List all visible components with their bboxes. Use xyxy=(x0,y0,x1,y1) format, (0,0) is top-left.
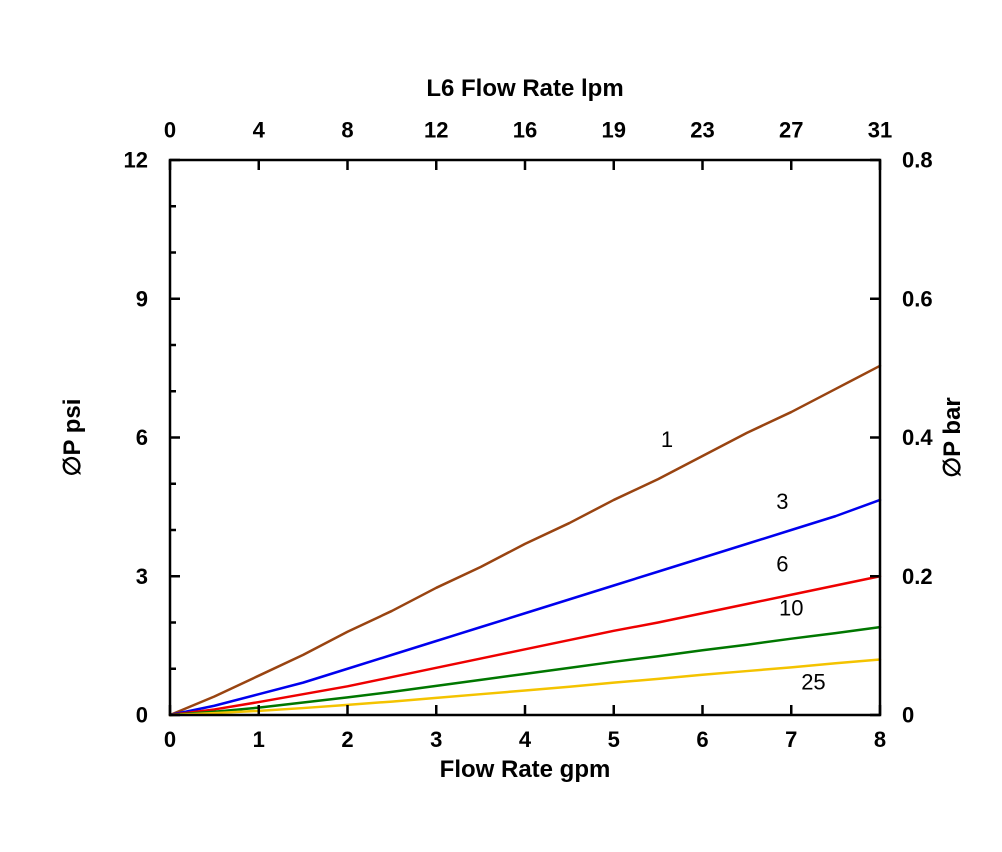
x-top-tick-label: 4 xyxy=(253,118,266,143)
y-right-tick-label: 0.4 xyxy=(902,425,933,450)
y-left-tick-label: 6 xyxy=(136,425,148,450)
y-right-tick-label: 0.2 xyxy=(902,564,933,589)
x-bottom-tick-label: 2 xyxy=(341,727,353,752)
y-left-tick-label: 0 xyxy=(136,703,148,728)
series-label-3: 3 xyxy=(776,489,788,514)
x-top-tick-label: 0 xyxy=(164,118,176,143)
y-left-title: ∅P psi xyxy=(59,399,86,477)
x-bottom-tick-label: 6 xyxy=(696,727,708,752)
x-bottom-title: Flow Rate gpm xyxy=(440,756,611,783)
series-label-10: 10 xyxy=(779,596,803,621)
x-bottom-tick-label: 5 xyxy=(608,727,620,752)
x-bottom-tick-label: 4 xyxy=(519,727,532,752)
x-top-tick-label: 19 xyxy=(602,118,626,143)
y-right-title: ∅P bar xyxy=(939,397,966,478)
x-bottom-tick-label: 3 xyxy=(430,727,442,752)
y-right-tick-label: 0.8 xyxy=(902,148,933,173)
y-right-tick-label: 0 xyxy=(902,703,914,728)
x-bottom-tick-label: 0 xyxy=(164,727,176,752)
x-top-title: L6 Flow Rate lpm xyxy=(426,75,623,102)
x-top-tick-label: 27 xyxy=(779,118,803,143)
y-right-tick-label: 0.6 xyxy=(902,286,933,311)
series-label-25: 25 xyxy=(801,670,825,695)
x-top-tick-label: 8 xyxy=(341,118,353,143)
x-bottom-tick-label: 7 xyxy=(785,727,797,752)
x-bottom-tick-label: 8 xyxy=(874,727,886,752)
x-bottom-tick-label: 1 xyxy=(253,727,265,752)
x-top-tick-label: 16 xyxy=(513,118,537,143)
series-label-6: 6 xyxy=(776,552,788,577)
x-top-tick-label: 12 xyxy=(424,118,448,143)
y-left-tick-label: 9 xyxy=(136,286,148,311)
series-label-1: 1 xyxy=(661,427,673,452)
y-left-tick-label: 12 xyxy=(124,148,148,173)
chart-container: 012345678Flow Rate gpm048121619232731L6 … xyxy=(0,0,1002,852)
x-top-tick-label: 31 xyxy=(868,118,892,143)
pressure-drop-chart: 012345678Flow Rate gpm048121619232731L6 … xyxy=(0,0,1002,852)
x-top-tick-label: 23 xyxy=(690,118,714,143)
y-left-tick-label: 3 xyxy=(136,564,148,589)
